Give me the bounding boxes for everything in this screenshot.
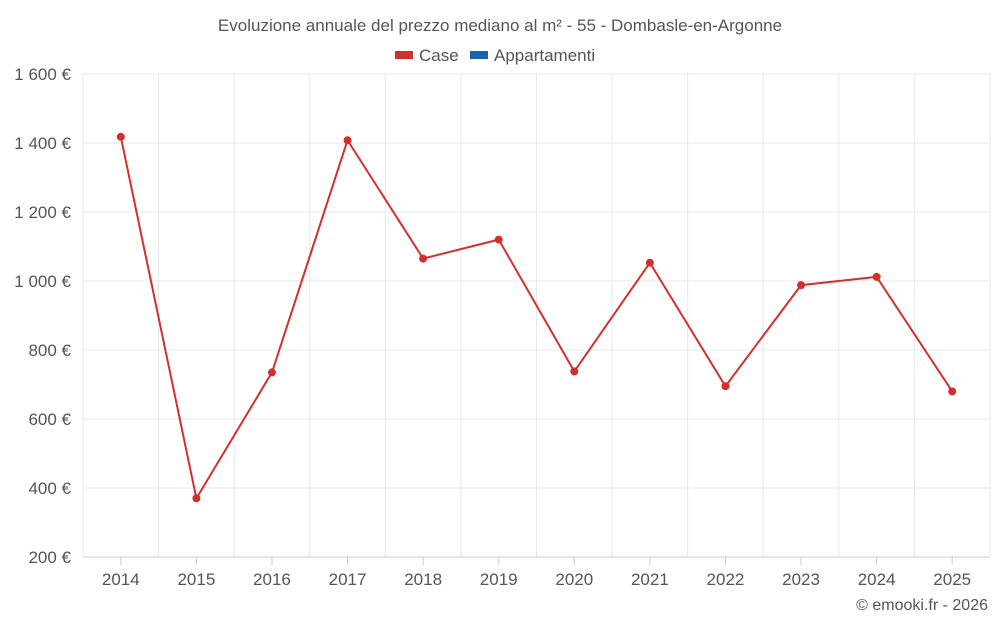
data-point [645,258,654,267]
data-point [721,382,730,391]
credit-text: © emooki.fr - 2026 [856,597,988,614]
legend-label-1: Appartamenti [494,46,595,65]
x-tick-label: 2015 [177,570,215,589]
y-tick-label: 1 200 € [14,203,71,222]
x-tick-label: 2025 [933,570,971,589]
data-point [872,272,881,281]
data-point [343,136,352,145]
x-tick-label: 2024 [858,570,896,589]
series-layer [116,132,957,503]
y-tick-label: 1 400 € [14,134,71,153]
x-tick-label: 2014 [102,570,140,589]
legend: Case Appartamenti [395,46,595,65]
y-tick-label: 1 000 € [14,272,71,291]
x-tick-label: 2017 [329,570,367,589]
x-tick-label: 2016 [253,570,291,589]
data-point [948,387,957,396]
data-point [494,235,503,244]
grid [82,73,991,558]
x-tick-label: 2019 [480,570,518,589]
legend-swatch-0 [395,51,413,59]
chart-title: Evoluzione annuale del prezzo mediano al… [218,16,782,35]
data-point [797,281,806,290]
y-tick-label: 600 € [28,410,71,429]
y-tick-label: 400 € [28,479,71,498]
y-tick-label: 800 € [28,341,71,360]
x-tick-label: 2020 [555,570,593,589]
data-point [116,132,125,141]
x-tick-label: 2023 [782,570,820,589]
y-tick-label: 1 600 € [14,65,71,84]
axes: 200 € 400 € 600 € 800 € 1 000 € 1 200 € 1 400 … [14,65,990,589]
y-tick-label: 200 € [28,548,71,567]
data-point [267,368,276,377]
series-line-0 [119,136,954,500]
legend-label-0: Case [419,46,459,65]
legend-swatch-1 [470,51,488,59]
x-tick-label: 2018 [404,570,442,589]
data-point [570,367,579,376]
data-point [192,494,201,503]
x-tick-label: 2021 [631,570,669,589]
x-tick-label: 2022 [707,570,745,589]
data-point [419,254,428,263]
